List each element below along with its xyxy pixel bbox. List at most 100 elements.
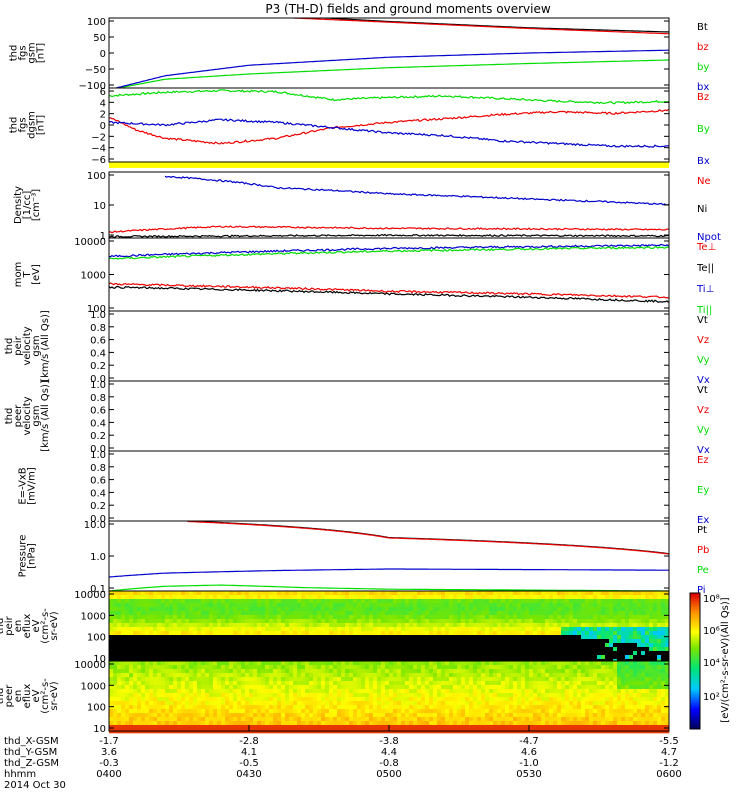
spectro-cell [425, 635, 430, 640]
spectro-cell [261, 689, 266, 694]
spectro-cell [237, 669, 242, 674]
spectro-cell [445, 673, 450, 678]
spectro-cell [441, 721, 446, 726]
spectro-cell [457, 685, 462, 690]
spectro-cell [533, 643, 538, 648]
spectro-cell [393, 705, 398, 710]
spectro-cell [257, 647, 262, 652]
spectro-cell [425, 677, 430, 682]
y-axis-label: thdpeervelocitygsm[km/s (All Qs)] [4, 380, 51, 452]
spectro-cell [113, 591, 118, 596]
spectro-cell [309, 725, 314, 730]
spectro-cell [257, 681, 262, 686]
series-line-density-1 [109, 225, 669, 234]
spectro-cell [445, 669, 450, 674]
spectro-cell [501, 603, 506, 608]
spectro-cell [377, 665, 382, 670]
spectro-cell [593, 615, 598, 620]
spectro-cell [153, 615, 158, 620]
spectro-cell [473, 655, 478, 660]
spectro-cell [177, 599, 182, 604]
spectro-cell [557, 635, 562, 640]
spectro-cell [657, 623, 662, 628]
spectro-cell [161, 677, 166, 682]
spectro-cell [629, 635, 634, 640]
spectro-cell [361, 651, 366, 656]
spectro-cell [601, 701, 606, 706]
spectro-cell [265, 677, 270, 682]
spectro-cell [501, 689, 506, 694]
spectro-cell [549, 651, 554, 656]
spectro-cell [245, 635, 250, 640]
spectro-cell [173, 643, 178, 648]
spectro-cell [269, 713, 274, 718]
spectro-cell [357, 701, 362, 706]
spectro-cell [133, 603, 138, 608]
spectro-cell [337, 615, 342, 620]
spectro-cell [197, 655, 202, 660]
spectro-cell [125, 623, 130, 628]
spectro-cell [301, 619, 306, 624]
spectro-cell [417, 611, 422, 616]
spectro-cell [561, 595, 566, 600]
spectro-cell [445, 631, 450, 636]
spectro-cell [169, 655, 174, 660]
spectro-cell [389, 651, 394, 656]
spectro-cell [477, 665, 482, 670]
spectro-cell [273, 595, 278, 600]
spectro-cell [477, 705, 482, 710]
spectro-cell [257, 705, 262, 710]
spectro-cell [529, 651, 534, 656]
spectro-cell [373, 655, 378, 660]
spectro-cell [637, 627, 642, 632]
spectro-cell [537, 615, 542, 620]
spectro-cell [205, 725, 210, 730]
spectro-cell [421, 697, 426, 702]
spectro-cell [521, 647, 526, 652]
spectro-cell [561, 673, 566, 678]
spectro-cell [301, 607, 306, 612]
spectro-cell [509, 607, 514, 612]
spectro-cell [493, 623, 498, 628]
spectro-cell [289, 705, 294, 710]
spectro-cell [361, 643, 366, 648]
spectro-cell [361, 697, 366, 702]
spectro-cell [345, 615, 350, 620]
spectro-cell [261, 651, 266, 656]
spectro-cell [197, 709, 202, 714]
spectro-cell [317, 701, 322, 706]
spectro-cell [545, 615, 550, 620]
spectro-cell [145, 677, 150, 682]
spectro-cell [369, 639, 374, 644]
spectro-cell [149, 685, 154, 690]
spectro-cell [593, 595, 598, 600]
spectro-cell [665, 651, 670, 656]
spectro-cell [229, 615, 234, 620]
spectro-cell [581, 607, 586, 612]
spectro-cell [481, 717, 486, 722]
spectro-cell [277, 655, 282, 660]
spectro-cell [233, 591, 238, 596]
spectro-cell [145, 631, 150, 636]
spectro-cell [241, 603, 246, 608]
spectro-cell [273, 603, 278, 608]
spectro-cell [161, 705, 166, 710]
spectro-cell [289, 725, 294, 730]
spectro-cell [325, 615, 330, 620]
spectro-cell [577, 619, 582, 624]
spectro-cell [409, 665, 414, 670]
spectro-cell [473, 595, 478, 600]
spectro-cell [229, 603, 234, 608]
spectro-cell [541, 611, 546, 616]
legend-entry-density: Ne [697, 176, 711, 187]
spectro-cell [425, 643, 430, 648]
spectro-cell [457, 673, 462, 678]
spectro-cell [209, 693, 214, 698]
spectro-cell [453, 681, 458, 686]
legend-entry-fgs: by [697, 62, 709, 73]
spectro-cell [353, 721, 358, 726]
spectro-cell [509, 619, 514, 624]
spectro-cell [549, 647, 554, 652]
spectro-cell [653, 627, 658, 632]
spectro-cell [485, 607, 490, 612]
